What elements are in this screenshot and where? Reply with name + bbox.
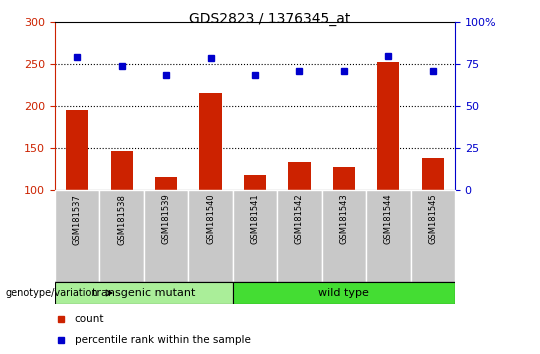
Text: GSM181541: GSM181541 xyxy=(251,194,260,244)
FancyBboxPatch shape xyxy=(277,190,322,282)
Bar xyxy=(422,158,444,274)
Text: GSM181540: GSM181540 xyxy=(206,194,215,244)
Text: percentile rank within the sample: percentile rank within the sample xyxy=(75,335,251,345)
FancyBboxPatch shape xyxy=(233,190,277,282)
FancyBboxPatch shape xyxy=(366,190,410,282)
Text: GSM181542: GSM181542 xyxy=(295,194,304,244)
Bar xyxy=(111,150,133,274)
FancyBboxPatch shape xyxy=(322,190,366,282)
FancyBboxPatch shape xyxy=(233,282,455,304)
Bar xyxy=(377,62,400,274)
Text: count: count xyxy=(75,314,104,324)
Bar xyxy=(66,110,89,274)
Bar xyxy=(155,177,177,274)
Text: wild type: wild type xyxy=(319,288,369,298)
Bar xyxy=(333,167,355,274)
Text: GDS2823 / 1376345_at: GDS2823 / 1376345_at xyxy=(190,12,350,27)
Text: GSM181544: GSM181544 xyxy=(384,194,393,244)
FancyBboxPatch shape xyxy=(188,190,233,282)
Bar xyxy=(244,175,266,274)
FancyBboxPatch shape xyxy=(410,190,455,282)
FancyBboxPatch shape xyxy=(55,282,233,304)
FancyBboxPatch shape xyxy=(99,190,144,282)
FancyBboxPatch shape xyxy=(144,190,188,282)
Text: GSM181543: GSM181543 xyxy=(339,194,348,244)
Text: transgenic mutant: transgenic mutant xyxy=(92,288,195,298)
Text: GSM181539: GSM181539 xyxy=(161,194,171,244)
Text: GSM181545: GSM181545 xyxy=(428,194,437,244)
Text: GSM181537: GSM181537 xyxy=(73,194,82,245)
FancyBboxPatch shape xyxy=(55,190,99,282)
Bar xyxy=(288,162,310,274)
Text: genotype/variation: genotype/variation xyxy=(5,288,98,298)
Bar xyxy=(199,93,221,274)
Text: GSM181538: GSM181538 xyxy=(117,194,126,245)
